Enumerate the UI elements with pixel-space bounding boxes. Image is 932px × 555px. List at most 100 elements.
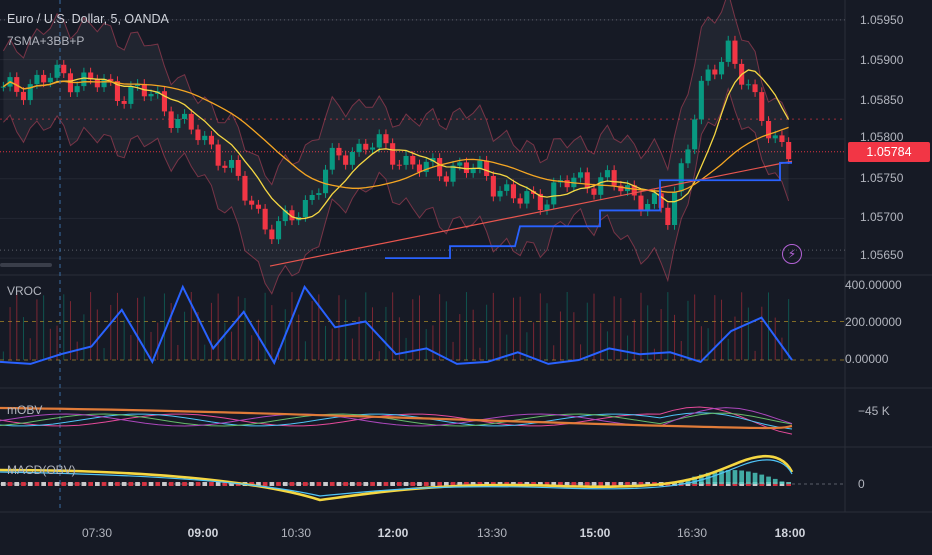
macd-histogram-dot — [21, 482, 26, 486]
macd-histogram-dot — [135, 482, 140, 486]
candle-body — [745, 84, 751, 86]
macd-histogram-bar — [678, 481, 684, 484]
macd-histogram-dot — [188, 482, 194, 486]
macd-histogram-bar — [772, 478, 778, 484]
macd-histogram-bar — [766, 476, 771, 484]
candle-body — [484, 160, 490, 176]
candle-body — [323, 169, 329, 194]
macd-histogram-dot — [397, 482, 402, 486]
macd-histogram-dot — [108, 482, 114, 486]
macd-histogram-dot — [336, 482, 342, 486]
macd-histogram-dot — [464, 482, 469, 486]
candle-body — [61, 64, 67, 74]
macd-pane-label[interactable]: MACD(OBV) — [7, 463, 76, 477]
macd-histogram-bar — [685, 478, 691, 484]
macd-histogram-dot — [564, 482, 570, 486]
candle-body — [685, 149, 691, 164]
macd-histogram-dot — [61, 482, 67, 486]
macd-histogram-dot — [175, 482, 181, 486]
sma-fast-line — [3, 69, 790, 220]
candle-body — [490, 176, 496, 197]
candle-body — [135, 83, 141, 86]
lightning-icon[interactable]: ⚡ — [782, 244, 802, 264]
bollinger-lower-band — [3, 87, 790, 295]
macd-histogram-dot — [1, 482, 6, 486]
macd-histogram-dot — [390, 482, 395, 486]
macd-histogram-dot — [209, 482, 214, 486]
macd-histogram-dot — [74, 482, 80, 486]
candle-body — [604, 170, 610, 178]
candle-body — [504, 184, 510, 191]
macd-histogram-dot — [142, 482, 147, 486]
macd-histogram-dot — [625, 482, 630, 486]
macd-histogram-dot — [329, 482, 335, 486]
macd-histogram-dot — [356, 482, 362, 486]
candle-body — [705, 69, 711, 81]
macd-histogram-bar — [779, 481, 785, 484]
candle-body — [329, 147, 335, 170]
macd-histogram-dot — [48, 482, 53, 486]
candle-body — [202, 135, 208, 141]
macd-histogram-dot — [558, 482, 563, 486]
macd-histogram-dot — [598, 482, 604, 486]
symbol-title[interactable]: Euro / U.S. Dollar, 5, OANDA — [7, 12, 169, 26]
candle-body — [477, 160, 483, 169]
sma-long-line — [269, 160, 793, 267]
macd-histogram-dot — [591, 482, 597, 486]
macd-histogram-dot — [215, 482, 221, 486]
obv-line — [0, 412, 793, 427]
candle-body — [289, 210, 295, 221]
candle-body — [249, 200, 255, 205]
candle-body — [88, 72, 94, 80]
macd-histogram-dot — [645, 482, 650, 486]
macd-histogram-dot — [121, 482, 127, 486]
candle-body — [651, 193, 657, 204]
vroc-axis-label: 200.00000 — [845, 315, 902, 329]
mobv-pane-label[interactable]: mOBV — [7, 403, 43, 417]
macd-histogram-dot — [376, 482, 382, 486]
candle-body — [94, 79, 100, 88]
obv-axis-label: −45 K — [858, 404, 890, 418]
macd-histogram-bar — [712, 471, 718, 484]
candle-body — [598, 177, 604, 195]
time-axis-label: 09:00 — [187, 526, 219, 540]
time-axis-label: 12:00 — [377, 526, 409, 540]
time-axis-label: 13:30 — [476, 526, 508, 540]
vroc-pane-label[interactable]: VROC — [7, 284, 42, 298]
macd-histogram-dot — [101, 482, 107, 486]
candle-body — [665, 207, 671, 225]
candle-body — [376, 134, 382, 148]
candle-body — [779, 135, 785, 142]
candle-body — [450, 165, 456, 182]
macd-histogram-dot — [316, 482, 322, 486]
macd-histogram-bar — [739, 470, 744, 484]
macd-histogram-dot — [27, 482, 33, 486]
candle-body — [101, 78, 107, 88]
candle-body — [195, 129, 201, 141]
candle-body — [282, 210, 288, 222]
price-axis-label: 1.05650 — [860, 248, 904, 262]
macd-histogram-dot — [423, 482, 429, 486]
candle-body — [551, 182, 557, 205]
macd-histogram-dot — [611, 482, 617, 486]
candle-body — [148, 94, 154, 97]
candle-body — [242, 175, 248, 201]
candle-body — [74, 86, 80, 93]
indicator-label[interactable]: 7SMA+3BB+P — [7, 34, 85, 48]
candle-body — [416, 164, 422, 172]
candle-body — [370, 147, 376, 150]
candle-body — [276, 221, 282, 240]
candle-body — [578, 172, 584, 178]
candle-body — [712, 69, 718, 75]
time-axis-label: 15:00 — [579, 526, 611, 540]
candle-body — [517, 198, 523, 204]
candle-body — [470, 168, 476, 174]
candle-body — [732, 40, 738, 64]
candle-body — [20, 91, 26, 101]
candle-body — [786, 142, 792, 160]
macd-histogram-dot — [88, 482, 93, 486]
macd-histogram-dot — [618, 482, 624, 486]
pane-resize-handle[interactable] — [0, 263, 52, 267]
